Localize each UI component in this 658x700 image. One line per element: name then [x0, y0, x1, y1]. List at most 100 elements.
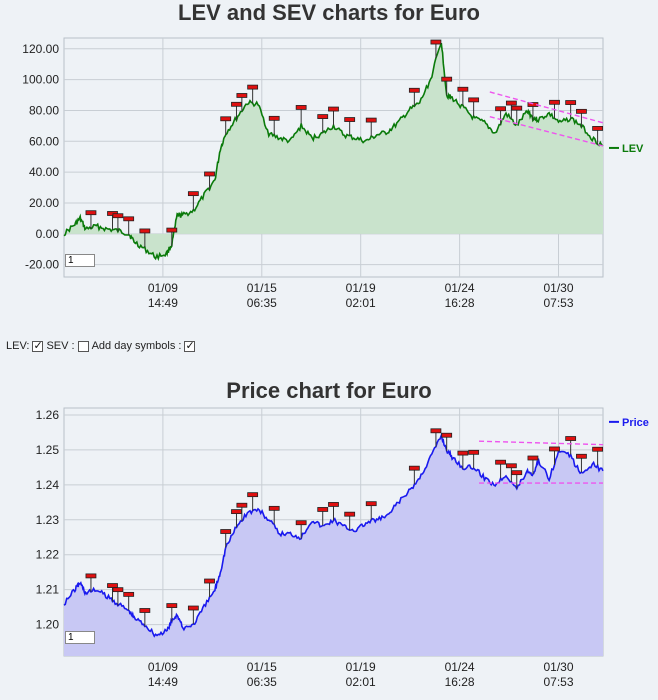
day-marker	[112, 587, 124, 606]
chart-controls: LEV: SEV : Add day symbols :	[6, 339, 196, 352]
day-marker	[457, 86, 469, 106]
day-marker-flag	[85, 210, 97, 216]
price-range-input[interactable]: 1	[65, 631, 95, 644]
day-marker-flag	[123, 591, 135, 597]
day-marker-flag	[441, 76, 453, 82]
y-tick-label: 1.22	[36, 548, 60, 562]
day-marker	[592, 126, 604, 145]
y-tick-label: 1.26	[36, 408, 60, 422]
day-marker	[468, 97, 480, 116]
day-marker	[85, 210, 97, 229]
x-tick-label: 07:53	[543, 675, 573, 689]
day-marker	[441, 432, 453, 452]
day-marker-flag	[576, 453, 587, 459]
day-marker-flag	[107, 583, 118, 588]
day-marker	[204, 578, 215, 598]
day-marker	[317, 114, 329, 133]
day-marker	[495, 106, 506, 125]
x-tick-label: 16:28	[445, 675, 475, 689]
day-marker	[139, 608, 151, 627]
day-marker	[565, 436, 577, 455]
day-marker	[236, 502, 248, 522]
x-tick-label: 02:01	[346, 296, 376, 310]
day-marker-flag	[295, 105, 307, 110]
day-marker-flag	[505, 100, 517, 106]
day-marker-flag	[527, 455, 539, 461]
day-marker-flag	[295, 520, 307, 526]
series-area	[64, 435, 603, 656]
legend-label: Price	[622, 417, 649, 429]
day-marker	[511, 105, 523, 125]
day-marker-flag	[247, 492, 259, 498]
day-marker-flag	[231, 101, 242, 107]
day-marker	[220, 116, 232, 135]
day-marker	[247, 492, 259, 511]
day-marker-flag	[220, 116, 232, 122]
x-tick-label: 16:28	[445, 296, 475, 310]
lev-chart: -20.00 0.00 20.00 40.00 60.00 80.00 100.00 120.…	[22, 37, 644, 310]
day-marker	[123, 591, 135, 611]
series-line	[63, 432, 604, 638]
day-marker	[123, 216, 135, 235]
day-marker-flag	[123, 216, 135, 222]
day-marker-flag	[408, 87, 420, 93]
y-tick-label: 1.25	[36, 443, 60, 457]
day-marker	[592, 446, 604, 466]
day-marker-flag	[268, 505, 280, 511]
lev-checkbox[interactable]	[32, 339, 44, 352]
sev-checkbox[interactable]	[77, 340, 89, 352]
x-tick-label: 14:49	[148, 675, 178, 689]
y-tick-label: 1.21	[36, 583, 60, 597]
day-marker-flag	[365, 117, 377, 123]
day-symbols-label: Add day symbols :	[91, 340, 182, 352]
day-marker	[527, 455, 539, 475]
day-marker-flag	[468, 449, 480, 455]
day-marker	[236, 93, 248, 112]
day-symbols-checkbox[interactable]	[184, 339, 196, 352]
series-line	[63, 42, 604, 262]
day-marker-flag	[317, 114, 329, 119]
day-marker	[139, 228, 151, 247]
day-marker	[112, 213, 124, 232]
x-tick-label: 06:35	[247, 296, 277, 310]
day-marker-flag	[505, 463, 517, 469]
day-marker-flag	[457, 450, 469, 456]
day-marker	[408, 87, 420, 107]
x-tick-label: 02:01	[346, 675, 376, 689]
day-marker-flag	[328, 502, 339, 507]
day-marker-flag	[247, 84, 259, 90]
day-marker-flag	[441, 432, 453, 438]
day-marker-flag	[220, 529, 232, 534]
day-marker-flag	[328, 106, 339, 112]
day-marker	[430, 428, 442, 447]
day-marker	[166, 603, 178, 622]
lev-label: LEV:	[6, 340, 30, 352]
day-marker	[187, 191, 199, 210]
day-marker	[187, 605, 199, 625]
day-marker	[549, 446, 560, 465]
day-marker	[85, 573, 97, 592]
lev-range-input[interactable]: 1	[65, 254, 95, 267]
x-tick-label: 01/15	[247, 281, 277, 295]
day-marker	[220, 529, 232, 548]
sev-label: SEV :	[46, 340, 75, 352]
x-tick-label: 01/24	[445, 660, 475, 674]
y-tick-label: -20.00	[25, 258, 59, 272]
y-tick-label: 120.00	[22, 42, 59, 56]
day-marker-flag	[565, 100, 577, 105]
day-marker-flag	[112, 587, 124, 593]
day-marker-flag	[204, 171, 215, 177]
day-marker-flag	[495, 106, 506, 112]
day-marker-flag	[457, 86, 469, 92]
day-marker-flag	[511, 105, 523, 111]
day-marker	[295, 105, 307, 124]
day-marker	[430, 39, 442, 59]
chart1-title: LEV and SEV charts for Euro	[178, 0, 480, 25]
day-marker-flag	[495, 459, 506, 465]
day-marker-flag	[365, 501, 377, 507]
day-marker-flag	[468, 97, 480, 103]
series-area	[64, 43, 603, 259]
y-tick-label: 80.00	[29, 103, 59, 117]
chart2-title: Price chart for Euro	[226, 378, 432, 403]
